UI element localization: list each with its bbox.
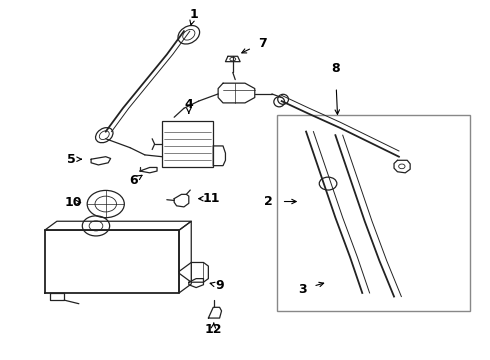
Text: 1: 1 [189, 8, 198, 21]
Text: 7: 7 [258, 36, 267, 50]
Text: 5: 5 [67, 153, 76, 166]
Bar [277, 116, 470, 311]
Bar [162, 121, 213, 167]
Text: 4: 4 [184, 98, 193, 111]
Text: 11: 11 [203, 192, 220, 205]
Text: 9: 9 [215, 279, 224, 292]
Text: 12: 12 [204, 323, 222, 336]
Text: 6: 6 [129, 174, 138, 187]
Text: 8: 8 [331, 62, 340, 75]
Text: 10: 10 [64, 196, 82, 209]
Text: 2: 2 [264, 195, 273, 208]
Text: 3: 3 [298, 283, 307, 296]
